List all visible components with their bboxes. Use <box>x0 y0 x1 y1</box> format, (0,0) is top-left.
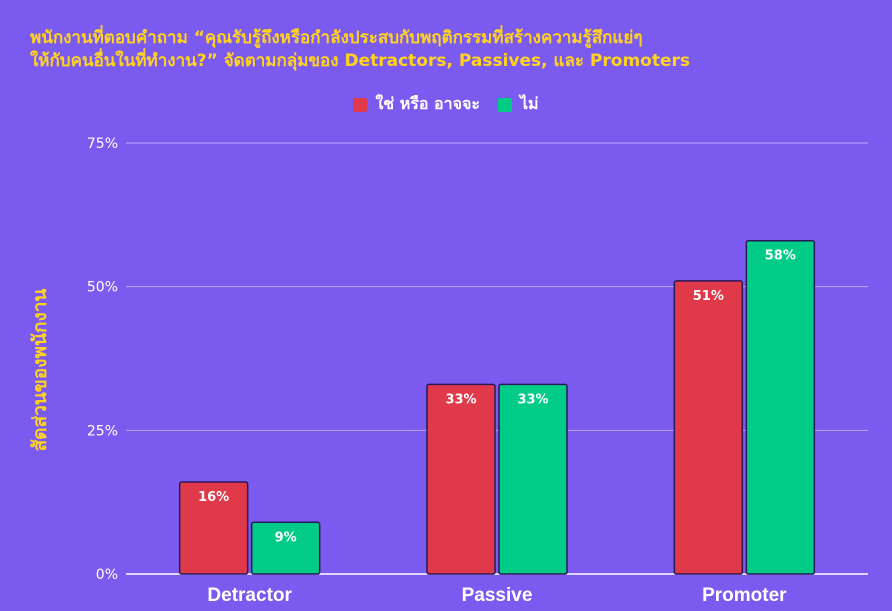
x-tick-label-promoter: Promoter <box>702 585 787 606</box>
legend-item-yes-maybe: ใช่ หรือ อาจจะ <box>353 92 480 117</box>
legend-label-yes-maybe: ใช่ หรือ อาจจะ <box>375 94 480 113</box>
bar-detractor-series-0 <box>178 481 249 575</box>
x-tick-label-passive: Passive <box>462 585 533 606</box>
data-label-promoter-series-0: 51% <box>693 289 724 304</box>
y-tick-label-75: 75% <box>87 136 118 152</box>
chart-title-line-1: พนักงานที่ตอบคำถาม “คุณรับรู้ถึงหรือกำลั… <box>30 28 643 48</box>
bar-detractor-series-1 <box>250 521 321 575</box>
chart-title-line-2: ให้กับคนอื่นในที่ทำงาน?” จัดตามกลุ่มของ … <box>30 51 691 71</box>
legend-swatch-no <box>497 97 512 112</box>
data-label-promoter-series-1: 58% <box>765 249 796 264</box>
bar-promoter-series-1 <box>745 239 816 575</box>
legend-label-no: ไม่ <box>519 94 539 113</box>
data-label-passive-series-0: 33% <box>445 392 476 407</box>
x-tick-label-detractor: Detractor <box>207 585 292 606</box>
data-label-passive-series-1: 33% <box>517 392 548 407</box>
legend-swatch-yes-maybe <box>353 97 368 112</box>
legend: ใช่ หรือ อาจจะ ไม่ <box>0 92 892 117</box>
y-tick-label-0: 0% <box>96 567 118 583</box>
legend-item-no: ไม่ <box>497 92 539 117</box>
y-tick-label-25: 25% <box>87 423 118 439</box>
bar-promoter-series-0 <box>673 280 744 575</box>
y-tick-label-50: 50% <box>87 280 118 296</box>
data-label-detractor-series-0: 16% <box>198 490 229 505</box>
data-label-detractor-series-1: 9% <box>275 530 297 545</box>
bar-passive-series-1 <box>498 383 568 575</box>
bar-passive-series-0 <box>426 383 496 575</box>
